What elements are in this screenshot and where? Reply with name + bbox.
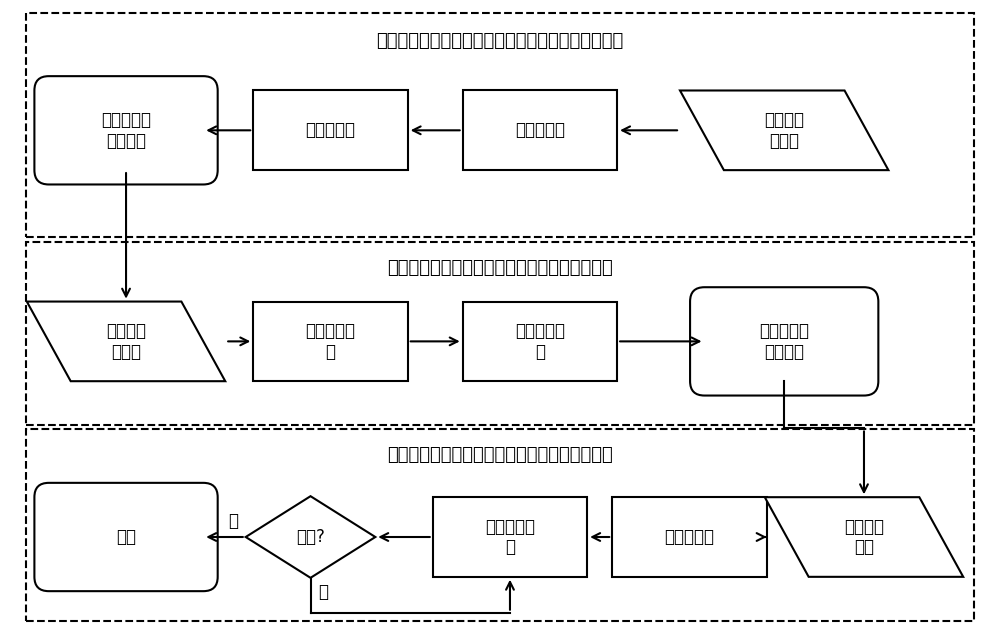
Text: 否: 否 — [319, 583, 329, 601]
Text: 设置约束函
数: 设置约束函 数 — [485, 518, 535, 556]
Bar — [26, 13, 974, 238]
Polygon shape — [246, 496, 375, 578]
Bar — [463, 90, 617, 170]
Text: 解析灵敏度: 解析灵敏度 — [664, 528, 714, 546]
Bar — [26, 429, 974, 621]
Text: 生成控制点: 生成控制点 — [515, 121, 565, 139]
Bar — [433, 497, 587, 577]
Text: 求解平衡方
程: 求解平衡方 程 — [515, 322, 565, 361]
Polygon shape — [27, 302, 225, 381]
Text: 输出屈曲载
荷与模态: 输出屈曲载 荷与模态 — [759, 322, 809, 361]
FancyBboxPatch shape — [34, 483, 218, 591]
Text: 等几何屈曲
设计模型: 等几何屈曲 设计模型 — [101, 111, 151, 150]
FancyBboxPatch shape — [690, 287, 878, 396]
Bar — [463, 302, 617, 381]
Text: 结束: 结束 — [116, 528, 136, 546]
Bar — [253, 90, 408, 170]
Text: 收敛?: 收敛? — [296, 528, 325, 546]
Text: 纤维路径
参数化: 纤维路径 参数化 — [764, 111, 804, 150]
Text: 基于等几何的变刚度复合材料板壳结构屈曲设计模型: 基于等几何的变刚度复合材料板壳结构屈曲设计模型 — [376, 32, 624, 50]
Text: 基于解析灵敏度的变刚度复合材料板壳高效优化: 基于解析灵敏度的变刚度复合材料板壳高效优化 — [387, 446, 613, 465]
Text: 是: 是 — [228, 512, 238, 530]
Polygon shape — [680, 90, 888, 170]
Polygon shape — [765, 497, 963, 577]
Bar — [253, 302, 408, 381]
Text: 基于等几何的变刚度复合材料板壳结构屈曲分析: 基于等几何的变刚度复合材料板壳结构屈曲分析 — [387, 259, 613, 277]
FancyBboxPatch shape — [34, 76, 218, 184]
Text: 组装刚度矩
阵: 组装刚度矩 阵 — [305, 322, 355, 361]
Bar — [612, 497, 767, 577]
Text: 读取等几
何数据: 读取等几 何数据 — [106, 322, 146, 361]
Text: 收敛性分析: 收敛性分析 — [305, 121, 355, 139]
Bar — [26, 242, 974, 424]
Text: 构造优化
模型: 构造优化 模型 — [844, 518, 884, 556]
